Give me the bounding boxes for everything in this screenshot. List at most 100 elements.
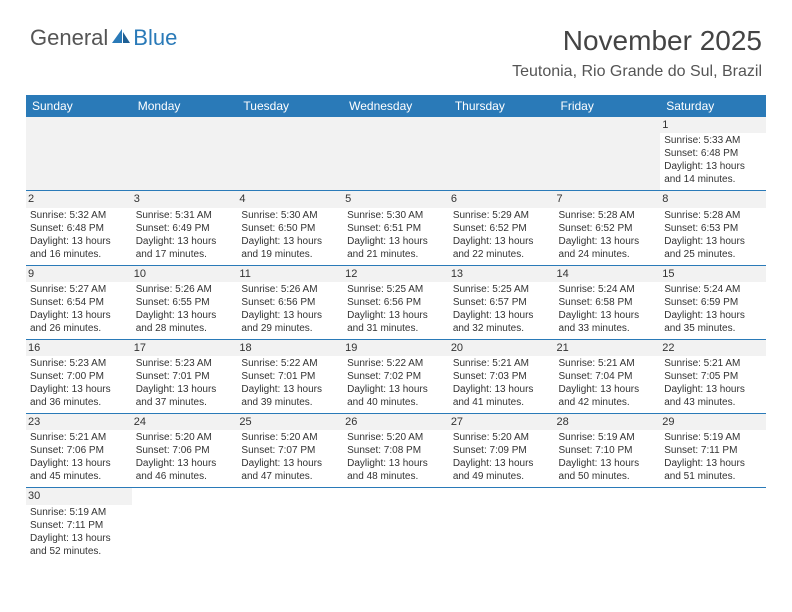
calendar-cell: 22Sunrise: 5:21 AMSunset: 7:05 PMDayligh… (660, 339, 766, 413)
day-detail-line: Sunrise: 5:19 AM (30, 506, 128, 519)
location-text: Teutonia, Rio Grande do Sul, Brazil (512, 63, 762, 81)
day-detail-line: Sunrise: 5:27 AM (30, 283, 128, 296)
calendar-cell: 28Sunrise: 5:19 AMSunset: 7:10 PMDayligh… (555, 414, 661, 488)
day-number: 11 (237, 266, 343, 282)
day-detail-line: and 21 minutes. (347, 248, 445, 261)
calendar-cell: 14Sunrise: 5:24 AMSunset: 6:58 PMDayligh… (555, 265, 661, 339)
day-detail-line: Sunset: 7:06 PM (30, 444, 128, 457)
day-number: 3 (132, 191, 238, 207)
day-number: 1 (660, 117, 766, 133)
day-detail-line: Sunrise: 5:21 AM (664, 357, 762, 370)
logo: General Blue (30, 25, 177, 51)
day-detail-line: Daylight: 13 hours (30, 457, 128, 470)
day-detail-line: Sunrise: 5:22 AM (241, 357, 339, 370)
day-number: 12 (343, 266, 449, 282)
day-detail-line: Daylight: 13 hours (241, 309, 339, 322)
day-header: Friday (555, 95, 661, 117)
calendar-cell (237, 117, 343, 191)
day-detail-line: and 25 minutes. (664, 248, 762, 261)
day-details: Sunrise: 5:23 AMSunset: 7:00 PMDaylight:… (30, 357, 128, 409)
day-details: Sunrise: 5:20 AMSunset: 7:08 PMDaylight:… (347, 431, 445, 483)
calendar-cell (449, 488, 555, 562)
day-details: Sunrise: 5:33 AMSunset: 6:48 PMDaylight:… (664, 134, 762, 186)
calendar-cell (555, 117, 661, 191)
day-details: Sunrise: 5:21 AMSunset: 7:03 PMDaylight:… (453, 357, 551, 409)
day-detail-line: Sunrise: 5:23 AM (136, 357, 234, 370)
sail-icon (110, 25, 132, 51)
day-detail-line: Daylight: 13 hours (453, 235, 551, 248)
calendar-cell: 4Sunrise: 5:30 AMSunset: 6:50 PMDaylight… (237, 191, 343, 265)
calendar-cell: 13Sunrise: 5:25 AMSunset: 6:57 PMDayligh… (449, 265, 555, 339)
day-detail-line: Sunset: 7:11 PM (30, 519, 128, 532)
calendar-cell: 17Sunrise: 5:23 AMSunset: 7:01 PMDayligh… (132, 339, 238, 413)
day-detail-line: and 50 minutes. (559, 470, 657, 483)
day-detail-line: Sunrise: 5:26 AM (136, 283, 234, 296)
day-detail-line: Sunrise: 5:30 AM (241, 209, 339, 222)
day-number: 29 (660, 414, 766, 430)
day-detail-line: Sunrise: 5:20 AM (453, 431, 551, 444)
calendar-cell: 27Sunrise: 5:20 AMSunset: 7:09 PMDayligh… (449, 414, 555, 488)
day-detail-line: Daylight: 13 hours (241, 235, 339, 248)
day-detail-line: and 29 minutes. (241, 322, 339, 335)
day-details: Sunrise: 5:22 AMSunset: 7:01 PMDaylight:… (241, 357, 339, 409)
calendar-cell (26, 117, 132, 191)
day-detail-line: Sunrise: 5:19 AM (664, 431, 762, 444)
calendar-week-row: 30Sunrise: 5:19 AMSunset: 7:11 PMDayligh… (26, 488, 766, 562)
day-detail-line: and 41 minutes. (453, 396, 551, 409)
day-detail-line: Sunrise: 5:20 AM (241, 431, 339, 444)
day-detail-line: and 28 minutes. (136, 322, 234, 335)
day-details: Sunrise: 5:26 AMSunset: 6:55 PMDaylight:… (136, 283, 234, 335)
day-detail-line: Daylight: 13 hours (664, 235, 762, 248)
calendar-week-row: 23Sunrise: 5:21 AMSunset: 7:06 PMDayligh… (26, 414, 766, 488)
calendar-cell: 2Sunrise: 5:32 AMSunset: 6:48 PMDaylight… (26, 191, 132, 265)
day-details: Sunrise: 5:22 AMSunset: 7:02 PMDaylight:… (347, 357, 445, 409)
day-detail-line: Sunset: 6:53 PM (664, 222, 762, 235)
day-detail-line: Daylight: 13 hours (559, 457, 657, 470)
calendar-cell (555, 488, 661, 562)
day-detail-line: Sunrise: 5:26 AM (241, 283, 339, 296)
day-detail-line: Daylight: 13 hours (664, 457, 762, 470)
day-header: Tuesday (237, 95, 343, 117)
day-details: Sunrise: 5:23 AMSunset: 7:01 PMDaylight:… (136, 357, 234, 409)
day-detail-line: Daylight: 13 hours (136, 457, 234, 470)
day-detail-line: Sunrise: 5:25 AM (453, 283, 551, 296)
day-number: 16 (26, 340, 132, 356)
day-number: 21 (555, 340, 661, 356)
day-detail-line: and 49 minutes. (453, 470, 551, 483)
calendar-cell: 3 Sunrise: 5:31 AMSunset: 6:49 PMDaylight… (132, 191, 238, 265)
day-detail-line: and 42 minutes. (559, 396, 657, 409)
day-details: Sunrise: 5:21 AMSunset: 7:04 PMDaylight:… (559, 357, 657, 409)
day-detail-line: Daylight: 13 hours (559, 309, 657, 322)
day-details: Sunrise: 5:26 AMSunset: 6:56 PMDaylight:… (241, 283, 339, 335)
day-detail-line: Sunrise: 5:23 AM (30, 357, 128, 370)
day-detail-line: Sunset: 6:50 PM (241, 222, 339, 235)
day-number: 27 (449, 414, 555, 430)
calendar-cell: 9Sunrise: 5:27 AMSunset: 6:54 PMDaylight… (26, 265, 132, 339)
calendar-cell: 11Sunrise: 5:26 AMSunset: 6:56 PMDayligh… (237, 265, 343, 339)
day-detail-line: Sunset: 7:06 PM (136, 444, 234, 457)
day-detail-line: Sunrise: 5:21 AM (559, 357, 657, 370)
day-detail-line: Sunrise: 5:28 AM (664, 209, 762, 222)
day-detail-line: Daylight: 13 hours (30, 383, 128, 396)
day-detail-line: Daylight: 13 hours (136, 309, 234, 322)
calendar-cell: 6Sunrise: 5:29 AMSunset: 6:52 PMDaylight… (449, 191, 555, 265)
day-detail-line: Sunset: 6:57 PM (453, 296, 551, 309)
day-detail-line: and 35 minutes. (664, 322, 762, 335)
day-number: 5 (343, 191, 449, 207)
calendar-week-row: 2Sunrise: 5:32 AMSunset: 6:48 PMDaylight… (26, 191, 766, 265)
day-details: Sunrise: 5:21 AMSunset: 7:05 PMDaylight:… (664, 357, 762, 409)
day-details: Sunrise: 5:31 AMSunset: 6:49 PMDaylight:… (136, 209, 234, 261)
day-detail-line: and 46 minutes. (136, 470, 234, 483)
day-details: Sunrise: 5:24 AMSunset: 6:59 PMDaylight:… (664, 283, 762, 335)
day-detail-line: and 19 minutes. (241, 248, 339, 261)
day-number: 14 (555, 266, 661, 282)
day-details: Sunrise: 5:21 AMSunset: 7:06 PMDaylight:… (30, 431, 128, 483)
calendar-cell: 24Sunrise: 5:20 AMSunset: 7:06 PMDayligh… (132, 414, 238, 488)
day-detail-line: Sunset: 6:52 PM (453, 222, 551, 235)
day-detail-line: and 52 minutes. (30, 545, 128, 558)
day-header: Wednesday (343, 95, 449, 117)
day-number: 25 (237, 414, 343, 430)
day-detail-line: Sunrise: 5:30 AM (347, 209, 445, 222)
day-details: Sunrise: 5:24 AMSunset: 6:58 PMDaylight:… (559, 283, 657, 335)
day-detail-line: Daylight: 13 hours (136, 383, 234, 396)
